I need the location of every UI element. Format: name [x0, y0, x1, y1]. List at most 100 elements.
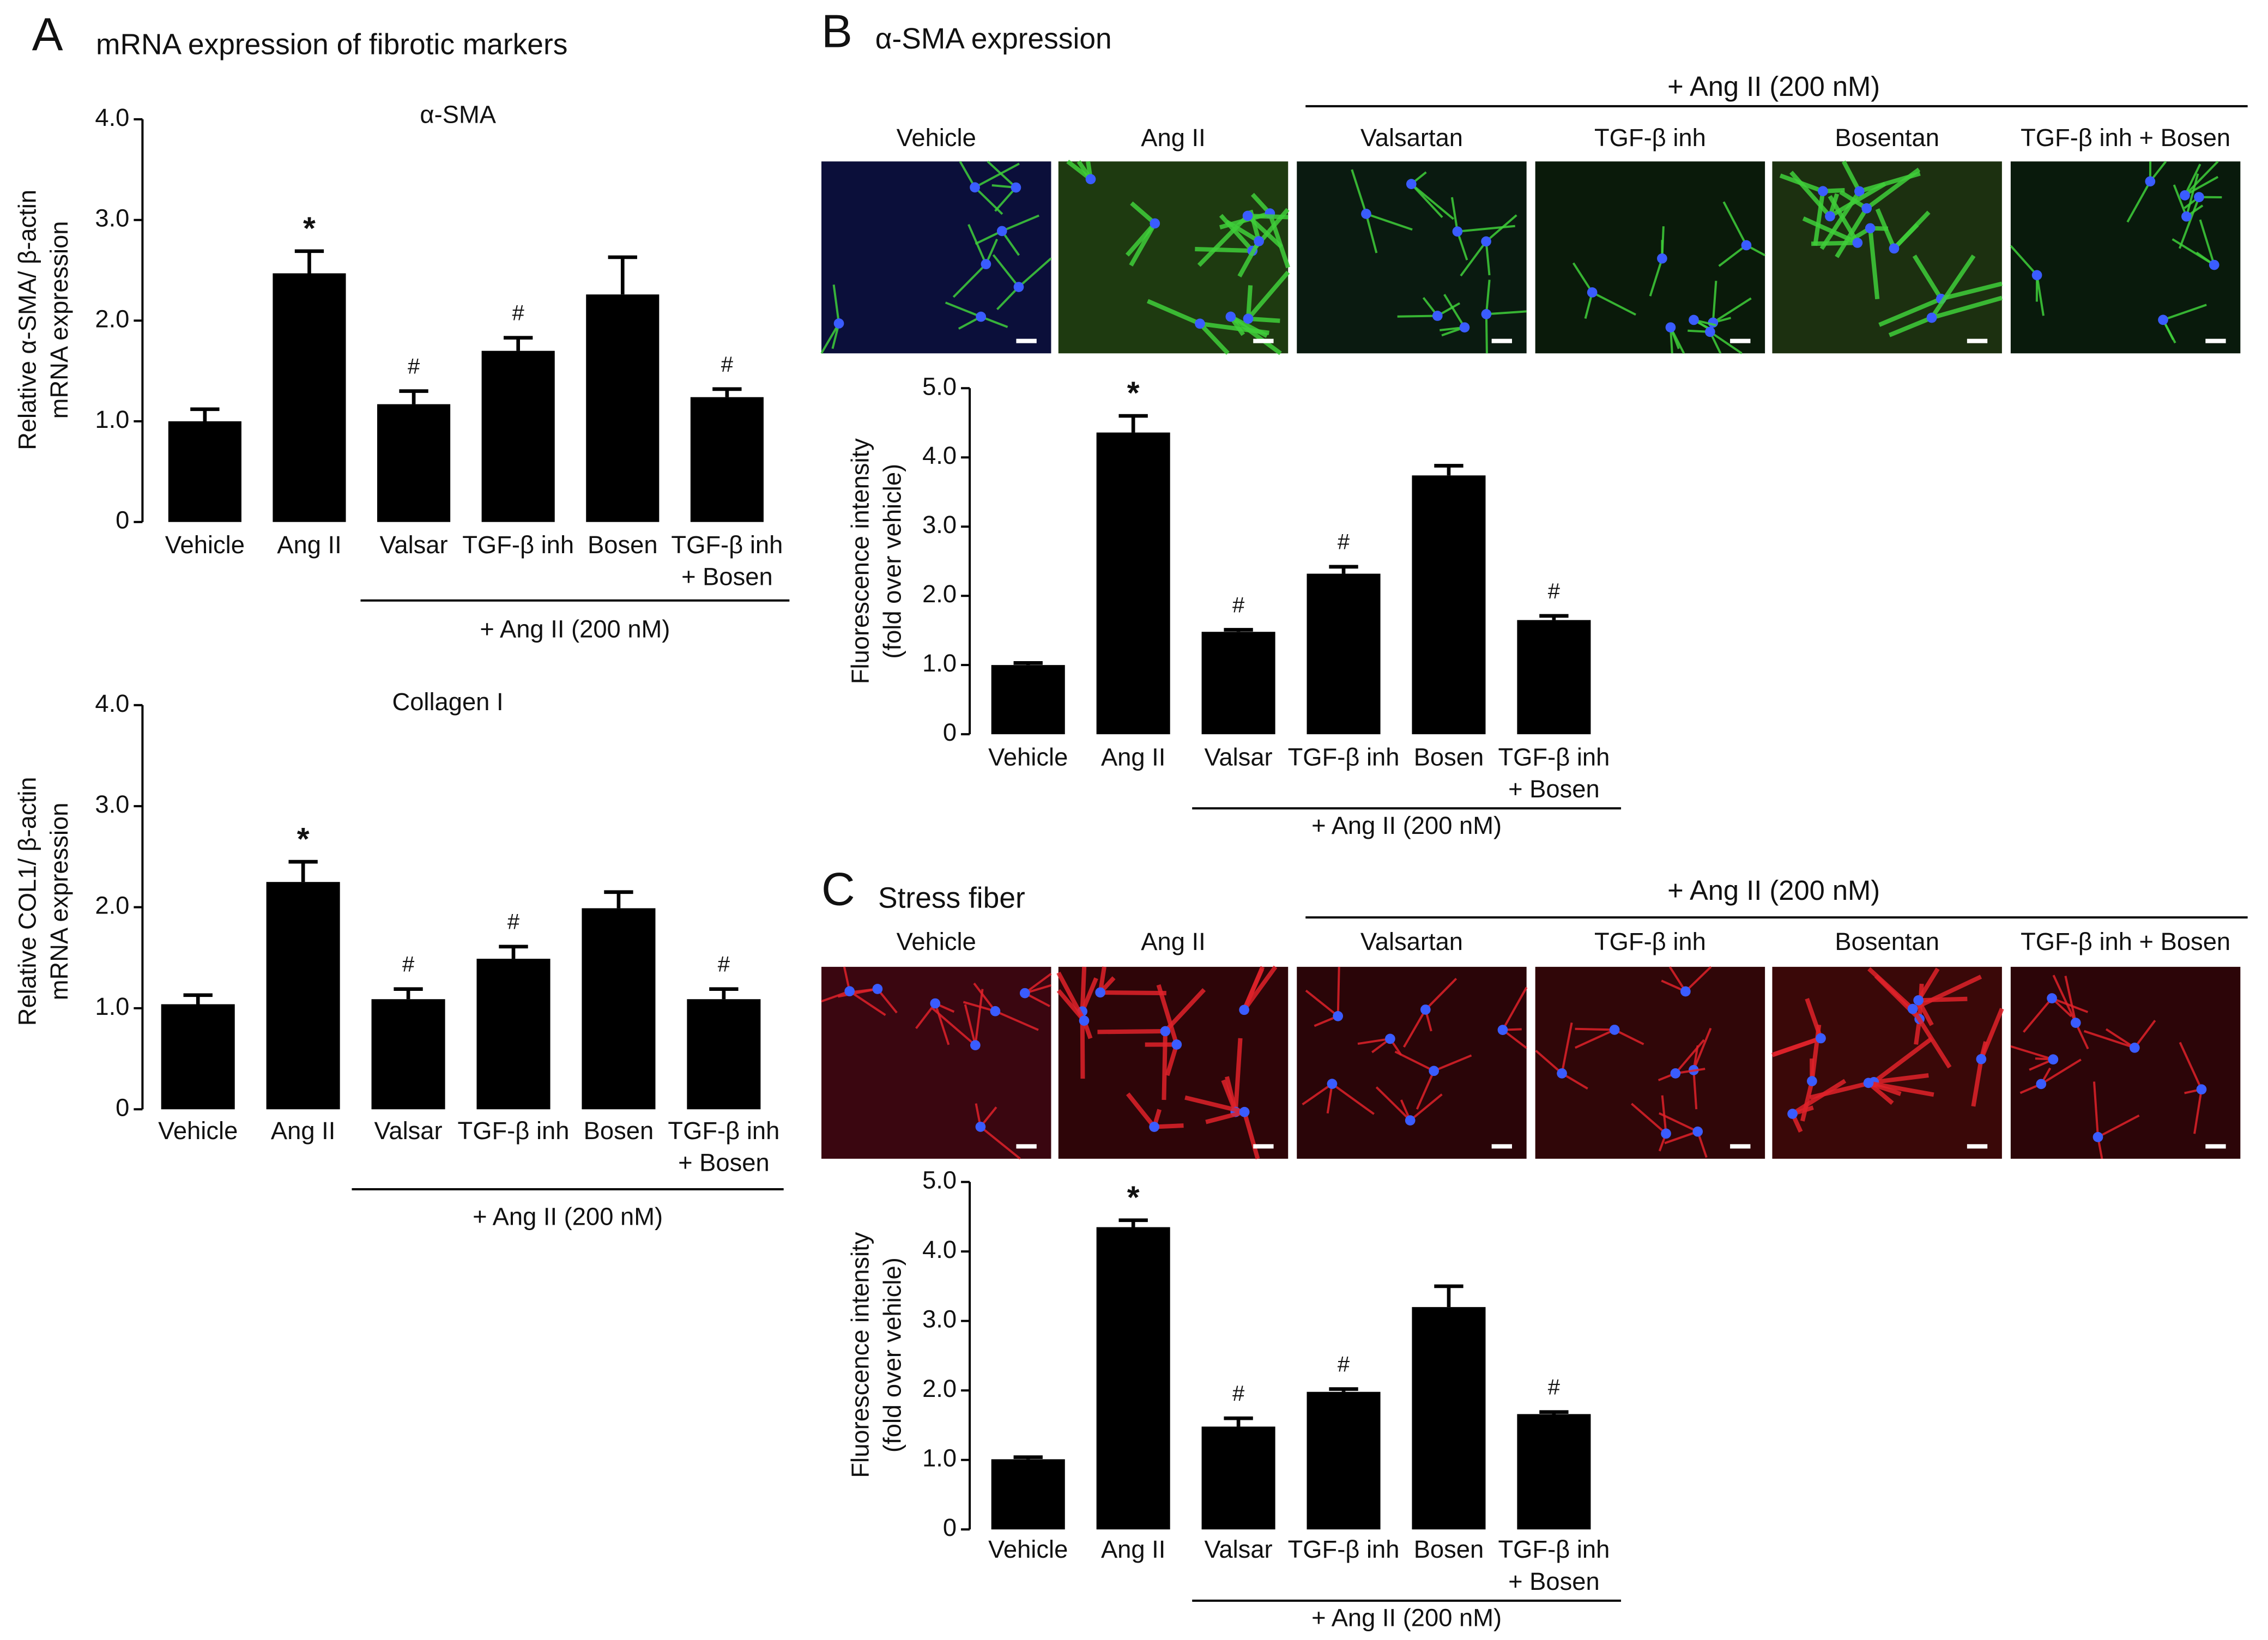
- image-label: Ang II: [1141, 928, 1205, 955]
- panel-title: mRNA expression of fibrotic markers: [96, 29, 567, 61]
- y-tick-label: 1.0: [922, 1444, 957, 1472]
- nucleus: [1587, 287, 1598, 298]
- nucleus: [1913, 995, 1924, 1006]
- nucleus: [1225, 311, 1236, 322]
- nucleus: [2129, 1043, 2140, 1053]
- cell-process: [1692, 1027, 1712, 1071]
- bar: [476, 959, 551, 1110]
- cell-process: [1718, 244, 1747, 267]
- cell-process: [1156, 984, 1179, 1045]
- x-tick-label: TGF-β inh: [458, 1117, 570, 1145]
- nucleus: [1692, 1126, 1703, 1137]
- cell-process: [1024, 973, 1052, 994]
- scale-bar: [1730, 1144, 1751, 1149]
- nucleus: [1926, 312, 1937, 323]
- cell-process: [1246, 270, 1290, 320]
- cell-process: [1684, 966, 1712, 993]
- significance-mark: #: [512, 301, 525, 325]
- panel-title: Stress fiber: [878, 882, 1025, 914]
- nucleus: [2209, 259, 2219, 270]
- cell-process: [1225, 1076, 1238, 1113]
- y-axis-label: Relative α-SMA/ β-actin: [13, 190, 41, 450]
- y-tick-label: 4.0: [922, 1236, 957, 1263]
- x-tick-label: + Bosen: [678, 1149, 770, 1177]
- scale-bar: [1967, 338, 1988, 343]
- nucleus: [2048, 1054, 2059, 1065]
- group-label: + Ang II (200 nM): [1311, 812, 1502, 839]
- panel-letter: B: [821, 6, 852, 58]
- cell-process: [1001, 214, 1039, 232]
- cell-process: [2178, 196, 2200, 249]
- nucleus: [1095, 987, 1105, 998]
- nucleus: [1657, 253, 1667, 264]
- cell-process: [1805, 998, 1823, 1039]
- cell-process: [1485, 280, 1491, 314]
- nucleus: [872, 984, 883, 994]
- scale-bar: [1016, 338, 1037, 343]
- bar: [1412, 1307, 1486, 1530]
- y-tick-label: 3.0: [922, 1305, 957, 1333]
- bar: [690, 397, 764, 522]
- bar: [1096, 1227, 1170, 1530]
- x-tick-label: Vehicle: [158, 1117, 238, 1145]
- cell-process: [2126, 180, 2151, 223]
- cell-process: [2105, 1028, 2136, 1049]
- cell-process: [1305, 989, 1339, 1017]
- nucleus: [1333, 1011, 1344, 1021]
- y-tick-label: 3.0: [922, 511, 957, 538]
- group-header: + Ang II (200 nM): [1667, 71, 1880, 102]
- x-tick-label: Bosen: [584, 1117, 654, 1145]
- bar: [273, 273, 346, 522]
- cell-process: [2179, 1042, 2203, 1090]
- nucleus: [1079, 1015, 1090, 1026]
- nucleus: [990, 1006, 1001, 1016]
- x-tick-label: Bosen: [588, 531, 658, 559]
- bar: [1517, 620, 1591, 735]
- y-tick-label: 1.0: [922, 649, 957, 677]
- nucleus: [1557, 1068, 1567, 1079]
- cell-process: [915, 1002, 936, 1030]
- cell-process: [974, 989, 984, 1045]
- significance-mark: *: [303, 211, 316, 246]
- significance-mark: #: [1548, 1376, 1561, 1400]
- x-tick-label: TGF-β inh: [668, 1117, 779, 1145]
- cell-process: [1410, 183, 1443, 219]
- cell-process: [1056, 971, 1086, 1022]
- cell-process: [1502, 987, 1528, 1031]
- significance-mark: *: [297, 821, 310, 857]
- y-tick-label: 3.0: [95, 204, 129, 232]
- nucleus: [1011, 182, 1021, 193]
- nucleus: [1609, 1025, 1620, 1035]
- nucleus: [2145, 176, 2156, 187]
- cell-process: [1839, 190, 1868, 210]
- x-tick-label: TGF-β inh: [671, 531, 783, 559]
- cell-process: [820, 323, 840, 354]
- nucleus: [1818, 186, 1828, 197]
- nucleus: [1670, 1068, 1681, 1079]
- cell-process: [876, 988, 898, 1014]
- x-tick-label: + Bosen: [1508, 1568, 1600, 1595]
- nucleus: [1497, 1025, 1508, 1035]
- nucleus: [970, 182, 980, 193]
- cell-process: [1888, 316, 1933, 337]
- micrograph: [1535, 966, 1765, 1159]
- cell-process: [1248, 316, 1280, 323]
- bar: [377, 404, 451, 522]
- nucleus: [2196, 1084, 2207, 1095]
- micrograph: [2010, 161, 2241, 354]
- nucleus: [1239, 1004, 1249, 1015]
- image-label: Ang II: [1141, 124, 1205, 152]
- cell-process: [1365, 213, 1378, 253]
- scale-bar: [1253, 338, 1274, 343]
- cell-process: [1867, 1081, 1894, 1105]
- image-label: Valsartan: [1360, 124, 1463, 152]
- cell-process: [1165, 1044, 1179, 1076]
- bar: [161, 1004, 235, 1110]
- cell-process: [1198, 322, 1230, 355]
- cell-process: [1910, 1007, 1952, 1069]
- cell-process: [1868, 1080, 1934, 1097]
- cell-process: [973, 982, 996, 1012]
- significance-mark: #: [1232, 593, 1245, 617]
- y-axis-label: mRNA expression: [45, 802, 73, 1000]
